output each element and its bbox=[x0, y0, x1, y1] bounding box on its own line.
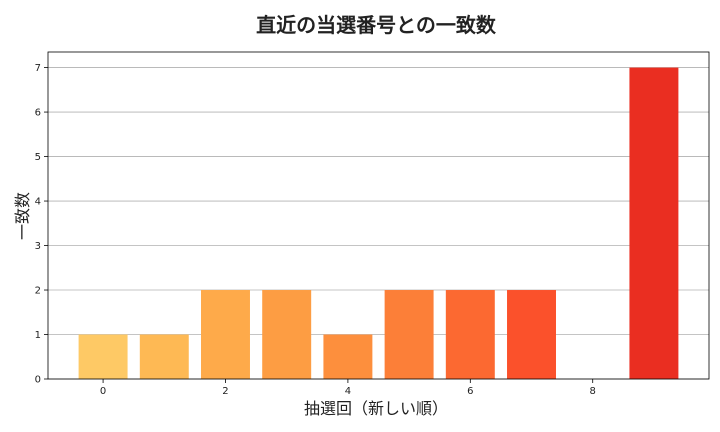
bar bbox=[323, 334, 373, 379]
bars bbox=[78, 67, 679, 380]
y-ticks: 0 1 2 3 4 5 6 7 bbox=[35, 63, 48, 386]
bar bbox=[262, 290, 312, 379]
y-tick-label: 0 bbox=[35, 375, 41, 386]
x-tick-label: 4 bbox=[345, 386, 351, 397]
y-tick-label: 4 bbox=[35, 197, 41, 208]
bar bbox=[139, 334, 189, 379]
y-tick-label: 2 bbox=[35, 286, 41, 297]
x-tick-label: 8 bbox=[590, 386, 596, 397]
y-axis-label: 一致数 bbox=[13, 192, 32, 240]
x-ticks: 0 2 4 6 8 bbox=[100, 379, 596, 397]
y-tick-label: 1 bbox=[35, 330, 41, 341]
x-axis-label: 抽選回（新しい順） bbox=[304, 399, 448, 418]
grid-lines bbox=[48, 67, 709, 380]
x-tick-label: 0 bbox=[100, 386, 106, 397]
x-tick-label: 2 bbox=[222, 386, 228, 397]
x-tick-label: 6 bbox=[467, 386, 473, 397]
bar bbox=[384, 290, 434, 379]
bar bbox=[201, 290, 250, 379]
y-tick-label: 6 bbox=[35, 108, 41, 119]
chart-title: 直近の当選番号との一致数 bbox=[256, 13, 497, 37]
bar bbox=[629, 67, 679, 380]
bar bbox=[445, 290, 495, 379]
y-tick-label: 5 bbox=[35, 152, 41, 163]
bar bbox=[507, 290, 556, 379]
y-tick-label: 7 bbox=[35, 63, 41, 74]
bar bbox=[78, 334, 128, 379]
y-tick-label: 3 bbox=[35, 241, 41, 252]
plot-frame bbox=[47, 51, 710, 380]
